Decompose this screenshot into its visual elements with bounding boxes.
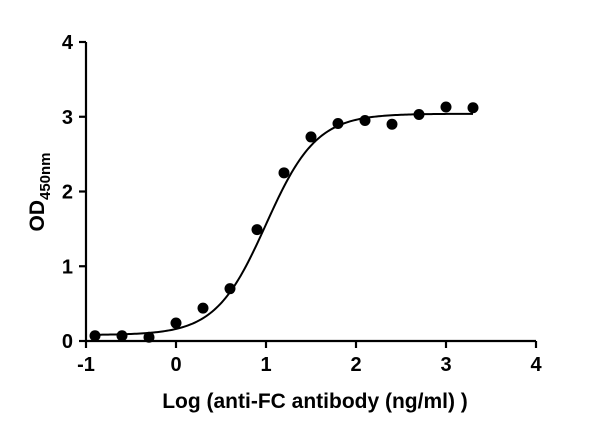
y-axis-label-sub: 450nm [37,152,54,200]
x-tick-label: 4 [530,354,542,376]
y-tick-label: 2 [62,182,73,204]
data-point [116,330,128,342]
x-ticks: -1 0 1 2 3 4 [77,341,542,376]
data-points [89,101,479,343]
fit-curve [94,112,473,336]
x-tick-label: 1 [260,354,271,376]
x-tick-label: 0 [170,354,181,376]
data-point [89,330,101,342]
data-point [278,167,290,179]
data-point [359,114,371,126]
data-point [224,283,236,295]
data-point [197,302,209,314]
x-tick-label: -1 [77,354,95,376]
y-axis-label-main: OD [26,200,49,232]
data-point [251,224,263,236]
data-point [170,317,182,329]
data-point [413,109,425,121]
x-tick-label: 2 [350,354,361,376]
data-point [467,102,479,114]
data-point [386,118,398,130]
axes [84,42,536,343]
x-tick-label: 3 [440,354,451,376]
y-tick-label: 0 [62,331,73,353]
data-point [440,101,452,113]
y-tick-label: 4 [62,32,74,54]
y-ticks: 0 1 2 3 4 [62,32,86,353]
svg-text:OD450nm: OD450nm [26,152,54,231]
y-tick-label: 1 [62,256,73,278]
data-point [332,117,344,129]
data-point [143,331,155,343]
y-tick-label: 3 [62,107,73,129]
x-axis-label: Log (anti-FC antibody (ng/ml) ) [162,390,468,413]
y-axis-label: OD450nm [26,152,54,231]
data-point [305,131,317,143]
